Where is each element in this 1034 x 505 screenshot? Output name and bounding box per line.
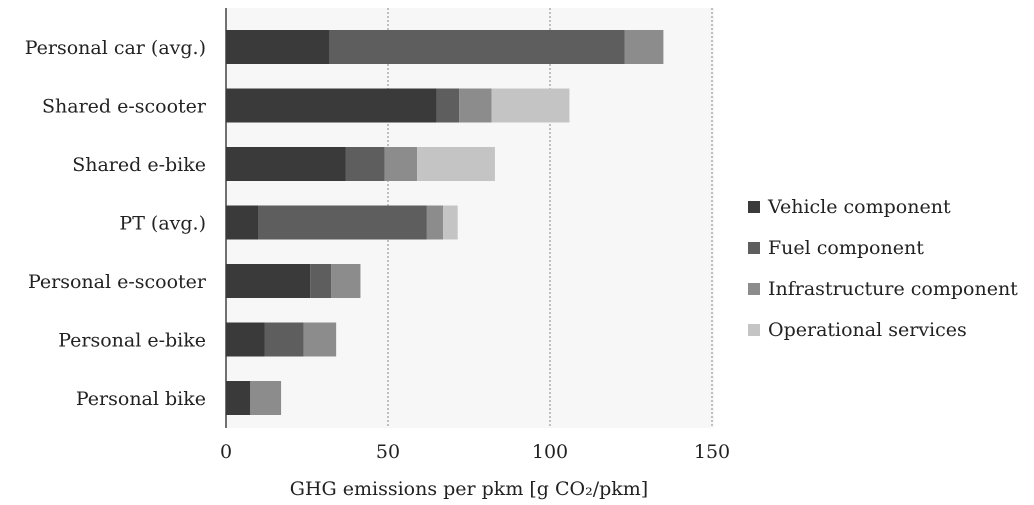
- legend-swatch: [748, 241, 760, 254]
- tick-labels: 0 50 100 150: [220, 441, 730, 463]
- bars: [226, 30, 664, 415]
- bar-segment: [226, 147, 346, 181]
- bar-segment: [624, 30, 664, 64]
- bar-segment: [417, 147, 495, 181]
- category-labels: Personal car (avg.) Shared e-scooter Share…: [25, 37, 207, 410]
- category-label: Personal e-scooter: [28, 271, 207, 293]
- bar-segment: [459, 88, 492, 123]
- legend-item: Fuel component: [748, 227, 1018, 268]
- x-tick-label: 150: [694, 441, 730, 463]
- bar-segment: [491, 88, 570, 123]
- legend-item: Vehicle component: [748, 186, 1018, 227]
- bar-segment: [384, 147, 418, 181]
- bar-segment: [436, 88, 460, 123]
- category-label: Personal e-bike: [58, 330, 206, 352]
- bar-segment: [226, 381, 251, 415]
- bar-segment: [226, 30, 330, 64]
- bar-segment: [226, 205, 259, 240]
- bar-segment: [226, 264, 311, 298]
- category-label: Personal car (avg.): [25, 37, 206, 59]
- bar-segment: [303, 322, 337, 357]
- bar-segment: [226, 88, 437, 123]
- bar-segment: [258, 205, 427, 240]
- legend: Vehicle component Fuel component Infrastru…: [748, 186, 1018, 350]
- bar-segment: [226, 322, 265, 357]
- bar-segment: [310, 264, 332, 298]
- bar-segment: [329, 30, 625, 64]
- legend-label: Infrastructure component: [768, 277, 1018, 300]
- legend-swatch: [748, 200, 760, 213]
- x-tick-label: 50: [376, 441, 400, 463]
- legend-swatch: [748, 282, 760, 295]
- legend-swatch: [748, 323, 760, 336]
- legend-item: Operational services: [748, 309, 1018, 350]
- bar-segment: [250, 381, 282, 415]
- legend-label: Fuel component: [768, 236, 924, 259]
- category-label: Shared e-scooter: [42, 96, 207, 118]
- x-tick-label: 100: [532, 441, 568, 463]
- category-label: Personal bike: [76, 388, 206, 410]
- legend-label: Vehicle component: [768, 195, 951, 218]
- bar-segment: [443, 205, 458, 240]
- bar-segment: [426, 205, 444, 240]
- x-tick-label: 0: [220, 441, 232, 463]
- category-label: Shared e-bike: [72, 154, 206, 176]
- bar-segment: [264, 322, 304, 357]
- x-axis-title: GHG emissions per pkm [g CO₂/pkm]: [290, 478, 648, 500]
- bar-segment: [331, 264, 361, 298]
- legend-label: Operational services: [768, 318, 967, 341]
- category-label: PT (avg.): [119, 213, 206, 235]
- legend-item: Infrastructure component: [748, 268, 1018, 309]
- bar-segment: [345, 147, 385, 181]
